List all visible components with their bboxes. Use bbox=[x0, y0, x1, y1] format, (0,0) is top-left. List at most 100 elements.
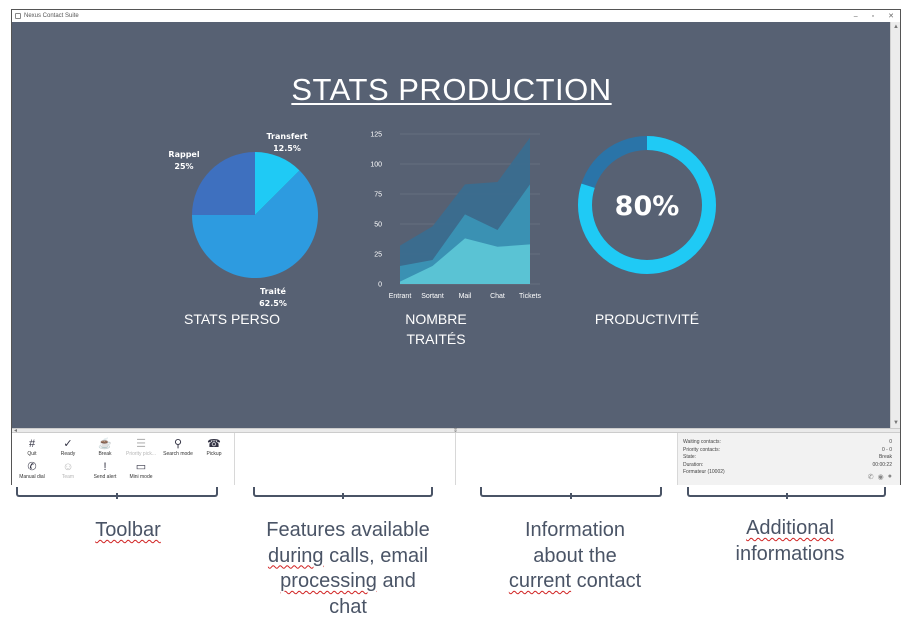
area-y-tick: 100 bbox=[370, 162, 382, 169]
search-icon: ⚲ bbox=[173, 438, 183, 450]
info-label: Duration: bbox=[683, 461, 704, 468]
toolbar-button-label: Search mode bbox=[163, 451, 193, 457]
team-button[interactable]: ☺ Team bbox=[53, 461, 83, 483]
toolbar-button-label: Mini mode bbox=[129, 474, 153, 480]
chat-icon: ● bbox=[887, 473, 892, 480]
donut-progress-arc bbox=[578, 136, 716, 274]
contact-info-panel bbox=[456, 433, 678, 485]
nombre-traites-label: NOMBRE TRAITÉS bbox=[376, 309, 496, 349]
pie-slice-traité bbox=[192, 170, 318, 278]
mini-mode-button[interactable]: ▭ Mini mode bbox=[126, 461, 156, 483]
mail-icon: ◉ bbox=[877, 474, 884, 481]
info-row: Priority contacts: 0 - 0 bbox=[683, 447, 892, 455]
toolbar-button-label: Pickup bbox=[206, 451, 222, 457]
features-bracket bbox=[253, 487, 433, 499]
info-row: State: Break bbox=[683, 454, 892, 462]
info-value: 0 bbox=[889, 439, 892, 445]
annotation-additional-info: Additional informations bbox=[735, 517, 845, 565]
info-label: Formateur (10002) bbox=[683, 469, 725, 475]
info-label: Priority contacts: bbox=[683, 446, 720, 453]
mini-mode-icon: ▭ bbox=[135, 461, 147, 473]
annotation-features: Features available during calls, email p… bbox=[266, 519, 430, 618]
toolbar-button-label: Quit bbox=[27, 451, 37, 457]
scroll-up-icon[interactable]: ▲ bbox=[893, 24, 899, 30]
donut-chart: 80% bbox=[578, 136, 716, 274]
pie-value-transfert: 12.5% bbox=[273, 144, 301, 153]
pie-slice-transfert bbox=[255, 152, 300, 215]
toolbar-panel: # Quit ✓ Ready ☕ Break ☰ Priority pick... ⚲ Searc… bbox=[12, 433, 235, 485]
ready-button[interactable]: ✓ Ready bbox=[53, 438, 83, 460]
toolbar-bracket bbox=[16, 487, 218, 499]
pie-value-traité: 62.5% bbox=[259, 299, 287, 308]
splitter-grip-icon[interactable]: ⇕ bbox=[453, 428, 459, 434]
productivite-label: PRODUCTIVITÉ bbox=[594, 311, 700, 327]
toolbar-button-label: Send alert bbox=[93, 474, 117, 480]
app-logo-icon bbox=[15, 13, 21, 19]
additional-info-bracket bbox=[687, 487, 886, 499]
area-series-3 bbox=[400, 238, 530, 284]
phone-icon: ✆ bbox=[867, 474, 874, 481]
nombre-traites-line1: NOMBRE bbox=[405, 311, 467, 327]
call-features-panel bbox=[235, 433, 456, 485]
collapse-arrow-icon[interactable]: ◂ bbox=[14, 428, 18, 434]
panel-splitter[interactable]: ◂ ⇕ bbox=[12, 428, 900, 434]
break-button[interactable]: ☕ Break bbox=[90, 438, 120, 460]
info-value: 0 - 0 bbox=[881, 446, 892, 453]
area-x-tick-entrant: Entrant bbox=[389, 293, 412, 300]
info-label: Waiting contacts: bbox=[683, 439, 721, 445]
toolbar-button-label: Priority pick... bbox=[125, 451, 156, 457]
annotation-contact-info: Information about the current contact bbox=[508, 519, 642, 592]
vertical-scrollbar[interactable]: ▲ ▼ bbox=[890, 22, 900, 428]
close-button[interactable]: ✕ bbox=[888, 13, 894, 20]
pie-slice-rappel bbox=[192, 152, 255, 215]
break-cup-icon: ☕ bbox=[98, 438, 112, 450]
area-y-tick: 50 bbox=[374, 222, 382, 229]
search-mode-button[interactable]: ⚲ Search mode bbox=[163, 438, 193, 460]
pickup-icon: ☎ bbox=[207, 438, 221, 450]
bottom-panel: # Quit ✓ Ready ☕ Break ☰ Priority pick... ⚲ Searc… bbox=[12, 433, 900, 485]
manual-dial-button[interactable]: ✆ Manual dial bbox=[17, 461, 47, 483]
title-bar: Nexus Contact Suite – ▫ ✕ bbox=[12, 10, 900, 22]
area-x-tick-sortant: Sortant bbox=[421, 293, 444, 300]
stats-perso-label: STATS PERSO bbox=[184, 311, 280, 327]
pie-label-transfert: Transfert bbox=[266, 132, 307, 141]
info-row: Waiting contacts: 0 bbox=[683, 439, 892, 447]
team-icon: ☺ bbox=[62, 461, 74, 473]
area-x-tick-tickets: Tickets bbox=[519, 293, 541, 300]
minimize-button[interactable]: – bbox=[853, 12, 858, 20]
area-chart: 0 25 50 75 100 125 Entrant Sortant Mail Chat Ticke… bbox=[370, 132, 541, 301]
area-y-tick: 75 bbox=[374, 192, 382, 199]
pickup-button[interactable]: ☎ Pickup bbox=[199, 438, 229, 460]
info-row: Formateur (10002) bbox=[683, 469, 892, 477]
toolbar-button-label: Team bbox=[61, 474, 75, 480]
info-value: 00:00:22 bbox=[872, 461, 892, 468]
quit-icon: # bbox=[28, 438, 36, 450]
priority-pick-icon: ☰ bbox=[136, 438, 146, 450]
quit-button[interactable]: # Quit bbox=[17, 438, 47, 460]
priority-pick-button[interactable]: ☰ Priority pick... bbox=[126, 438, 156, 460]
area-y-tick: 0 bbox=[378, 282, 382, 289]
toolbar-button-label: Break bbox=[98, 451, 112, 457]
manual-dial-icon: ✆ bbox=[27, 461, 37, 473]
channel-icons: ✆ ◉ ● bbox=[868, 473, 892, 481]
additional-info-panel: Waiting contacts: 0 Priority contacts: 0 - … bbox=[678, 433, 900, 485]
area-x-tick-chat: Chat bbox=[490, 293, 505, 300]
contact-info-bracket bbox=[480, 487, 662, 499]
stats-dashboard: STATS PRODUCTION Transfert 12.5% Traité 62.… bbox=[12, 22, 891, 428]
ready-check-icon: ✓ bbox=[63, 438, 73, 450]
window-title: Nexus Contact Suite bbox=[24, 13, 79, 19]
maximize-button[interactable]: ▫ bbox=[871, 12, 875, 20]
area-y-tick: 25 bbox=[374, 252, 382, 259]
send-alert-button[interactable]: ! Send alert bbox=[90, 461, 120, 483]
donut-value-label: 80% bbox=[615, 191, 680, 222]
scroll-down-icon[interactable]: ▼ bbox=[893, 420, 899, 426]
toolbar-button-label: Manual dial bbox=[19, 474, 45, 480]
pie-chart: Transfert 12.5% Traité 62.5% Rappel 25% bbox=[168, 132, 318, 308]
info-value: Break bbox=[878, 454, 892, 460]
annotation-toolbar: Toolbar bbox=[95, 519, 161, 541]
app-window: Nexus Contact Suite – ▫ ✕ STATS PRODUCTI… bbox=[11, 9, 901, 485]
area-y-tick: 125 bbox=[370, 132, 382, 139]
alert-icon: ! bbox=[103, 461, 107, 473]
pie-label-traité: Traité bbox=[260, 286, 286, 296]
